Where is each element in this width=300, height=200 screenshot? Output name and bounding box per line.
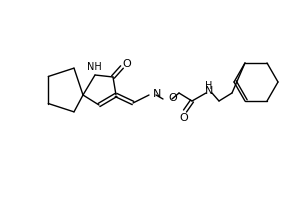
Text: NH: NH — [87, 62, 101, 72]
Text: O: O — [180, 113, 188, 123]
Text: N: N — [205, 86, 213, 96]
Text: N: N — [153, 89, 161, 99]
Text: O: O — [168, 93, 177, 103]
Text: O: O — [123, 59, 131, 69]
Text: H: H — [205, 81, 213, 91]
